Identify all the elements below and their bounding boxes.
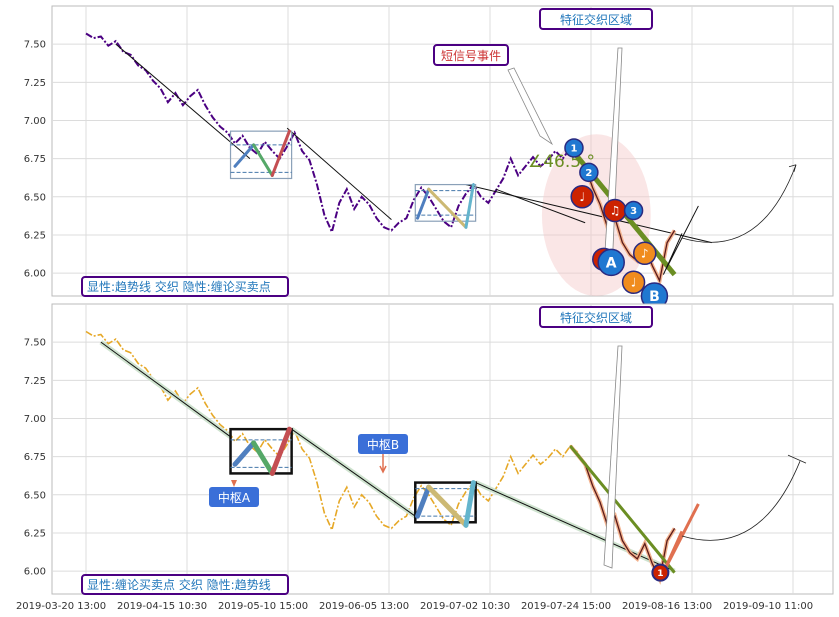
short-signal-arrow (507, 67, 554, 146)
y-tick-label: 6.50 (24, 192, 46, 203)
y-tick-label: 7.50 (24, 338, 46, 349)
zhongshu-stroke (464, 183, 475, 229)
y-tick-label: 6.75 (24, 452, 46, 463)
signal-marker-label: 1 (657, 569, 663, 579)
trend-line (100, 341, 231, 438)
y-tick-label: 7.00 (24, 414, 46, 425)
signal-marker (564, 138, 584, 158)
trend-line (115, 43, 251, 160)
zhongshu-outer-box (229, 130, 293, 180)
forecast-arrow-head (787, 454, 807, 464)
price-line (85, 330, 579, 533)
y-tick-label: 7.50 (24, 40, 46, 51)
signal-marker (651, 563, 670, 582)
x-tick-label: 2019-07-02 10:30 (420, 601, 510, 612)
down-leg (569, 147, 676, 283)
zhongshu-outer-box (414, 183, 477, 222)
signal-marker-label: ♩ (579, 190, 585, 204)
legend-box (81, 276, 289, 297)
signal-marker-label: ♫ (610, 204, 621, 218)
zhongshu-outer-box (414, 481, 477, 524)
zhongshu-stroke (463, 480, 476, 528)
zhongshu-stroke (416, 187, 431, 220)
angle-label: ∠46.5 ° (528, 152, 595, 172)
signal-marker-label: ♩ (631, 275, 637, 289)
x-tick-label: 2019-06-05 13:00 (319, 601, 409, 612)
zs-b-arrow (379, 454, 387, 474)
signal-marker (579, 162, 599, 183)
zhongshu-outer-box (229, 427, 293, 475)
zhongshu-stroke (415, 484, 432, 519)
top-panel: 7.50 7.25 7.00 6.75 6.50 6.25 6.00 特征交织区域显性:趋势线… (24, 5, 834, 310)
feature-zone-label: 特征交织区域 (560, 12, 632, 27)
signal-marker-label: B (649, 289, 660, 305)
zhongshu-stroke (427, 187, 468, 229)
short-signal-box (433, 44, 509, 66)
trend-green-line (569, 444, 676, 574)
short-signal-label: 短信号事件 (441, 49, 501, 63)
x-axis: 2019-03-20 13:00 2019-04-15 10:30 2019-05-… (16, 601, 813, 612)
forecast-arrow-head (788, 164, 797, 172)
zs-a-arrow (231, 480, 237, 487)
legend-text: 显性:缠论买卖点 交织 隐性:趋势线 (87, 577, 271, 592)
plot-frame (51, 303, 834, 595)
signal-marker (623, 200, 644, 221)
feature-zone-box (539, 306, 653, 328)
zhongshu-stroke (252, 143, 274, 177)
y-tick-label: 6.25 (24, 528, 46, 539)
y-tick-label: 6.00 (24, 269, 46, 280)
signal-marker (621, 270, 646, 295)
y-tick-label: 7.25 (24, 376, 46, 387)
x-tick-label: 2019-05-10 15:00 (218, 601, 308, 612)
x-tick-label: 2019-04-15 10:30 (117, 601, 207, 612)
signal-marker-label: 1 (570, 143, 577, 154)
zhongshu-stroke (232, 440, 257, 467)
x-tick-label: 2019-08-16 13:00 (622, 601, 712, 612)
x-tick-label: 2019-07-24 15:00 (521, 601, 611, 612)
zhongshu-stroke (270, 129, 291, 177)
zs-a-label: 中枢A (218, 490, 251, 505)
x-tick-label: 2019-09-10 11:00 (723, 601, 813, 612)
zhongshu-stroke (426, 484, 469, 528)
zhongshu-stroke (269, 426, 292, 476)
price-line (85, 32, 579, 235)
zs-b-box (358, 434, 408, 454)
zs-a-box (209, 487, 259, 507)
signal-marker-label: 3 (630, 206, 637, 217)
signal-marker (597, 248, 625, 277)
forecast-arrow (681, 461, 801, 541)
y-tick-label: 6.50 (24, 490, 46, 501)
y-tick-label: 6.75 (24, 154, 46, 165)
y-tick-label: 7.25 (24, 78, 46, 89)
signal-marker-label: A (606, 255, 617, 271)
legend-box (81, 574, 289, 595)
signal-marker-label: 2 (585, 168, 592, 179)
signal-marker (570, 185, 594, 209)
zhongshu-stroke (233, 143, 256, 168)
y-tick-label: 7.00 (24, 116, 46, 127)
feature-zone-label: 特征交织区域 (560, 310, 632, 325)
feature-zone-arrow (603, 345, 623, 569)
y-tick-label: 6.25 (24, 230, 46, 241)
signal-marker-label: ♪ (641, 246, 649, 260)
y-tick-label: 6.00 (24, 567, 46, 578)
bottom-panel: 7.50 7.25 7.00 6.75 6.50 6.25 6.00 特征交织区域显性:缠论买… (24, 303, 834, 595)
legend-text: 显性:趋势线 交织 隐性:缠论买卖点 (87, 279, 271, 294)
zs-b-label: 中枢B (367, 437, 399, 452)
forecast-arrow (681, 164, 797, 243)
trend-line (475, 482, 675, 572)
x-tick-label: 2019-03-20 13:00 (16, 601, 106, 612)
trend-line (291, 428, 416, 517)
zhongshu-stroke (251, 440, 275, 476)
trend-line (286, 127, 392, 221)
feature-zone-box (539, 8, 653, 30)
signal-marker (633, 241, 657, 266)
